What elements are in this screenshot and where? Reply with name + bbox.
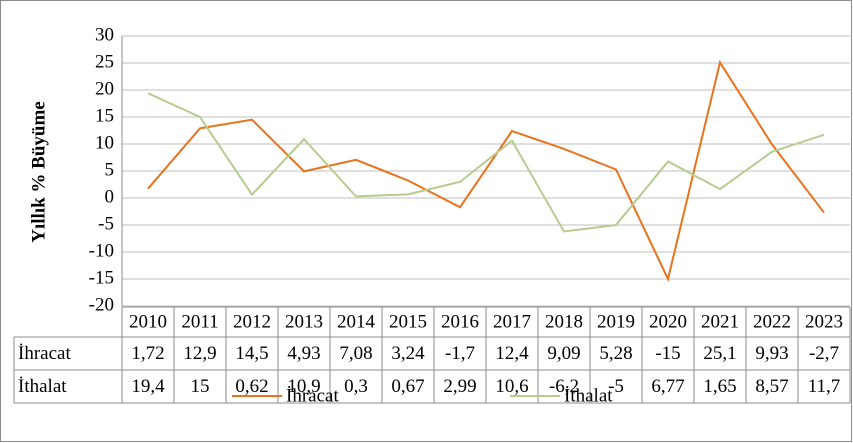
table-row-label: İthalat (18, 376, 67, 397)
x-tick-label: 2013 (285, 311, 323, 332)
table-cell: 10,9 (287, 376, 320, 397)
table-cell: -15 (655, 343, 680, 364)
table-cell: 12,4 (495, 343, 529, 364)
table-cell: -2,7 (809, 343, 839, 364)
x-tick-label: 2017 (493, 311, 531, 332)
table-cell: 25,1 (703, 343, 736, 364)
y-tick-label: -20 (89, 294, 114, 315)
table-cell: 0,67 (391, 376, 424, 397)
table-row-label: İhracat (18, 343, 71, 364)
table-cell: 1,65 (703, 376, 736, 397)
legend-label: İthalat (564, 385, 613, 406)
table-cell: -6,2 (549, 376, 579, 397)
table-cell: -1,7 (445, 343, 475, 364)
table-cell: 0,62 (235, 376, 268, 397)
y-tick-label: 25 (95, 51, 114, 72)
x-tick-label: 2015 (389, 311, 427, 332)
data-line (147, 92, 825, 233)
data-line (147, 59, 825, 282)
y-tick-label: 30 (95, 24, 114, 45)
table-cell: 7,08 (339, 343, 372, 364)
table-cell: 4,93 (287, 343, 320, 364)
x-tick-label: 2012 (233, 311, 271, 332)
y-tick-label: 5 (105, 159, 115, 180)
x-tick-label: 2020 (649, 311, 687, 332)
y-axis-label: Yıllık % Büyüme (28, 101, 49, 242)
table-cell: 0,3 (344, 376, 368, 397)
table-cell: 2,99 (443, 376, 476, 397)
table-cell: 14,5 (235, 343, 268, 364)
y-tick-label: -10 (89, 240, 114, 261)
table-cell: 10,6 (495, 376, 528, 397)
x-tick-label: 2021 (701, 311, 739, 332)
x-tick-label: 2016 (441, 311, 479, 332)
table-cell: 5,28 (599, 343, 632, 364)
x-tick-label: 2010 (129, 311, 167, 332)
x-tick-label: 2018 (545, 311, 583, 332)
x-tick-label: 2011 (181, 311, 218, 332)
y-tick-label: 0 (105, 186, 115, 207)
y-tick-label: -5 (98, 213, 114, 234)
table-cell: 1,72 (131, 343, 164, 364)
y-tick-label: -15 (89, 267, 114, 288)
x-tick-label: 2019 (597, 311, 635, 332)
table-cell: 9,09 (547, 343, 580, 364)
x-tick-label: 2023 (805, 311, 843, 332)
table-cell: 12,9 (183, 343, 216, 364)
legend-label: İhracat (286, 385, 339, 406)
table-cell: 6,77 (651, 376, 684, 397)
y-tick-label: 15 (95, 105, 114, 126)
table-cell: 3,24 (391, 343, 425, 364)
y-tick-label: 20 (95, 78, 114, 99)
y-tick-label: 10 (95, 132, 114, 153)
table-cell: 8,57 (755, 376, 788, 397)
x-tick-label: 2022 (753, 311, 791, 332)
table-cell: -5 (608, 376, 624, 397)
table-cell: 15 (191, 376, 210, 397)
x-tick-label: 2014 (337, 311, 376, 332)
table-cell: 11,7 (808, 376, 841, 397)
table-cell: 19,4 (131, 376, 165, 397)
table-cell: 9,93 (755, 343, 788, 364)
